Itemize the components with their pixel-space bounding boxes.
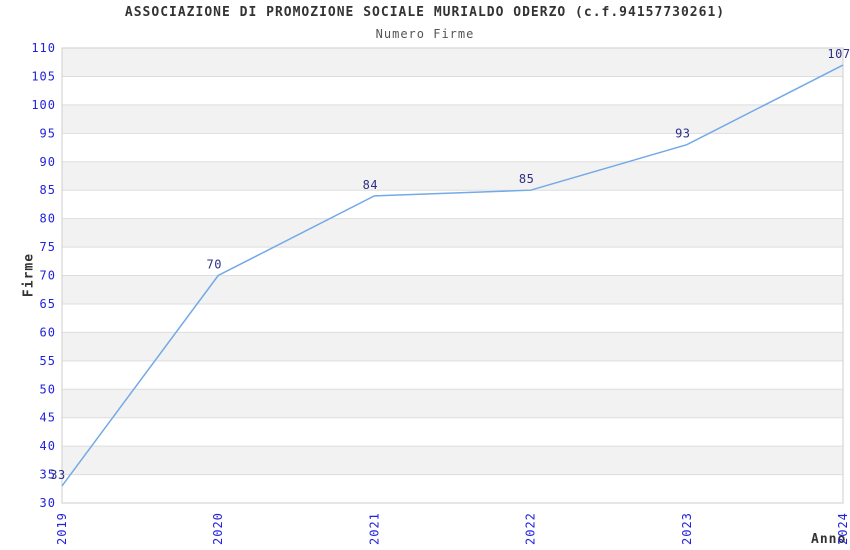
plot-border <box>61 47 844 504</box>
y-tick-label: 100 <box>31 98 56 112</box>
y-tick-label: 45 <box>40 411 56 425</box>
point-label: 107 <box>827 47 850 61</box>
plot-band <box>62 48 843 77</box>
x-tick-label: 2022 <box>524 512 538 545</box>
plot-band <box>62 76 843 105</box>
plot-band <box>62 417 843 447</box>
plot-band <box>62 389 843 418</box>
y-tick-label: 95 <box>40 126 56 140</box>
plot-band <box>62 360 843 390</box>
point-label: 70 <box>206 258 221 272</box>
y-tick-label: 75 <box>40 240 56 254</box>
plot-band <box>62 104 843 134</box>
y-tick-label: 60 <box>40 325 56 339</box>
y-tick-label: 70 <box>40 269 56 283</box>
point-label: 33 <box>50 468 65 482</box>
y-tick-label: 90 <box>40 155 56 169</box>
y-tick-label: 35 <box>40 468 56 482</box>
x-axis-title: Anno <box>811 532 847 547</box>
plot-band <box>62 161 843 191</box>
plot-band <box>62 303 843 333</box>
point-label: 93 <box>675 127 690 141</box>
plot-band <box>62 133 843 162</box>
plot-band <box>62 474 843 503</box>
y-tick-label: 65 <box>40 297 56 311</box>
x-tick-label: 2023 <box>680 512 694 545</box>
y-tick-label: 40 <box>40 439 56 453</box>
y-tick-label: 105 <box>31 69 56 83</box>
data-line <box>61 64 844 487</box>
y-tick-label: 85 <box>40 183 56 197</box>
plot-band <box>62 275 843 304</box>
plot-band <box>62 247 843 276</box>
plot-band <box>62 218 843 248</box>
plot-band <box>62 190 843 219</box>
y-tick-label: 30 <box>40 496 56 510</box>
chart-subtitle: Numero Firme <box>375 27 475 41</box>
y-tick-label: 110 <box>31 41 56 55</box>
y-tick-label: 50 <box>40 382 56 396</box>
point-label: 84 <box>363 178 378 192</box>
x-tick-label: 2024 <box>836 512 850 545</box>
point-label: 85 <box>519 172 534 186</box>
x-tick-label: 2019 <box>55 512 69 545</box>
x-tick-label: 2020 <box>211 512 225 545</box>
plot-band <box>62 446 843 475</box>
y-tick-label: 55 <box>40 354 56 368</box>
plot-band <box>62 332 843 361</box>
x-tick-label: 2021 <box>367 512 381 545</box>
y-tick-label: 80 <box>40 212 56 226</box>
chart-title: ASSOCIAZIONE DI PROMOZIONE SOCIALE MURIA… <box>124 5 726 20</box>
